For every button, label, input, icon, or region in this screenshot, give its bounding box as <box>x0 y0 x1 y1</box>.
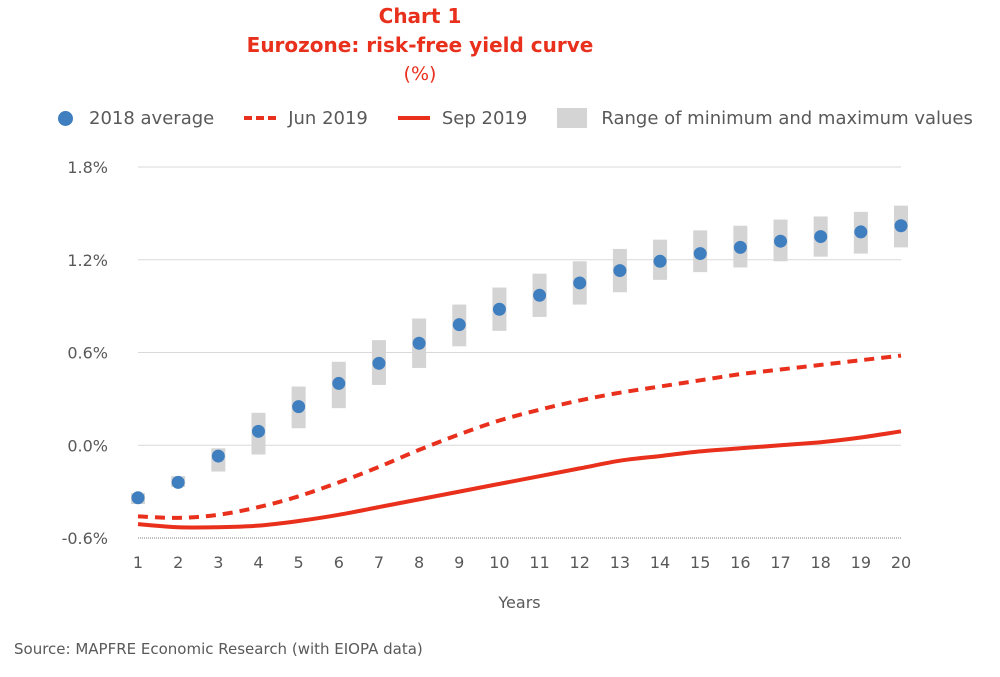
source-note: Source: MAPFRE Economic Research (with E… <box>14 640 423 658</box>
x-tick-label: 20 <box>891 553 911 572</box>
legend-dashed-swatch <box>244 116 277 120</box>
point-2018-average <box>292 400 306 414</box>
point-2018-average <box>573 276 587 290</box>
legend-solid-swatch <box>397 116 430 120</box>
x-tick-label: 12 <box>570 553 590 572</box>
point-2018-average <box>854 225 868 239</box>
x-tick-label: 6 <box>334 553 344 572</box>
legend-label-jun-2019: Jun 2019 <box>288 107 368 129</box>
legend-range-swatch <box>557 108 588 128</box>
x-tick-label: 11 <box>529 553 549 572</box>
x-tick-label: 13 <box>610 553 630 572</box>
point-2018-average <box>533 288 547 302</box>
x-tick-label: 9 <box>454 553 464 572</box>
point-2018-average <box>693 247 707 261</box>
legend-label-sep-2019: Sep 2019 <box>441 107 528 129</box>
x-tick-label: 2 <box>173 553 183 572</box>
x-tick-label: 8 <box>414 553 424 572</box>
y-tick-label: -0.6% <box>62 529 108 548</box>
x-tick-label: 7 <box>374 553 384 572</box>
legend-dot-swatch <box>58 110 73 126</box>
x-tick-label: 5 <box>294 553 304 572</box>
legend-label-2018-average: 2018 average <box>89 107 215 129</box>
point-2018-average <box>613 264 627 278</box>
y-tick-label: 0.0% <box>67 436 108 455</box>
point-2018-average <box>452 318 466 332</box>
x-axis-title: Years <box>497 593 540 612</box>
legend-item-jun-2019: Jun 2019 <box>244 108 368 129</box>
point-2018-average <box>211 449 225 463</box>
point-2018-average <box>653 254 667 268</box>
point-2018-average <box>251 424 265 438</box>
point-2018-average <box>372 356 386 370</box>
x-tick-label: 10 <box>489 553 509 572</box>
x-tick-label: 14 <box>650 553 670 572</box>
x-tick-label: 16 <box>730 553 750 572</box>
series-line-sep-2019 <box>137 429 902 530</box>
x-tick-label: 18 <box>811 553 831 572</box>
x-tick-label: 19 <box>851 553 871 572</box>
chart-unit: (%) <box>403 63 437 85</box>
x-tick-label: 15 <box>690 553 710 572</box>
x-tick-label: 4 <box>253 553 263 572</box>
y-tick-label: 0.6% <box>67 344 108 363</box>
x-tick-label: 3 <box>213 553 223 572</box>
series-line-jun-2019 <box>137 353 902 520</box>
point-2018-average <box>412 336 426 350</box>
point-2018-average <box>131 491 145 505</box>
point-2018-average <box>774 234 788 248</box>
legend-item-2018-average: 2018 average <box>58 108 214 129</box>
point-2018-average <box>894 219 908 233</box>
chart-legend: 2018 average Jun 2019 Sep 2019 Range of … <box>58 104 973 132</box>
point-2018-average <box>492 302 506 316</box>
x-tick-label: 1 <box>133 553 143 572</box>
chart-subtitle: Eurozone: risk-free yield curve <box>246 33 594 57</box>
point-2018-average <box>814 230 828 244</box>
point-2018-average <box>733 240 747 254</box>
y-tick-label: 1.8% <box>67 158 108 177</box>
legend-label-range: Range of minimum and maximum values <box>601 107 973 129</box>
y-tick-label: 1.2% <box>67 251 108 270</box>
x-tick-label: 17 <box>770 553 790 572</box>
legend-item-range: Range of minimum and maximum values <box>557 108 973 129</box>
legend-item-sep-2019: Sep 2019 <box>397 107 528 129</box>
chart-title: Chart 1 <box>378 4 462 28</box>
point-2018-average <box>332 376 346 390</box>
point-2018-average <box>171 475 185 489</box>
chart-title-block: Chart 1 Eurozone: risk-free yield curve … <box>0 2 840 89</box>
